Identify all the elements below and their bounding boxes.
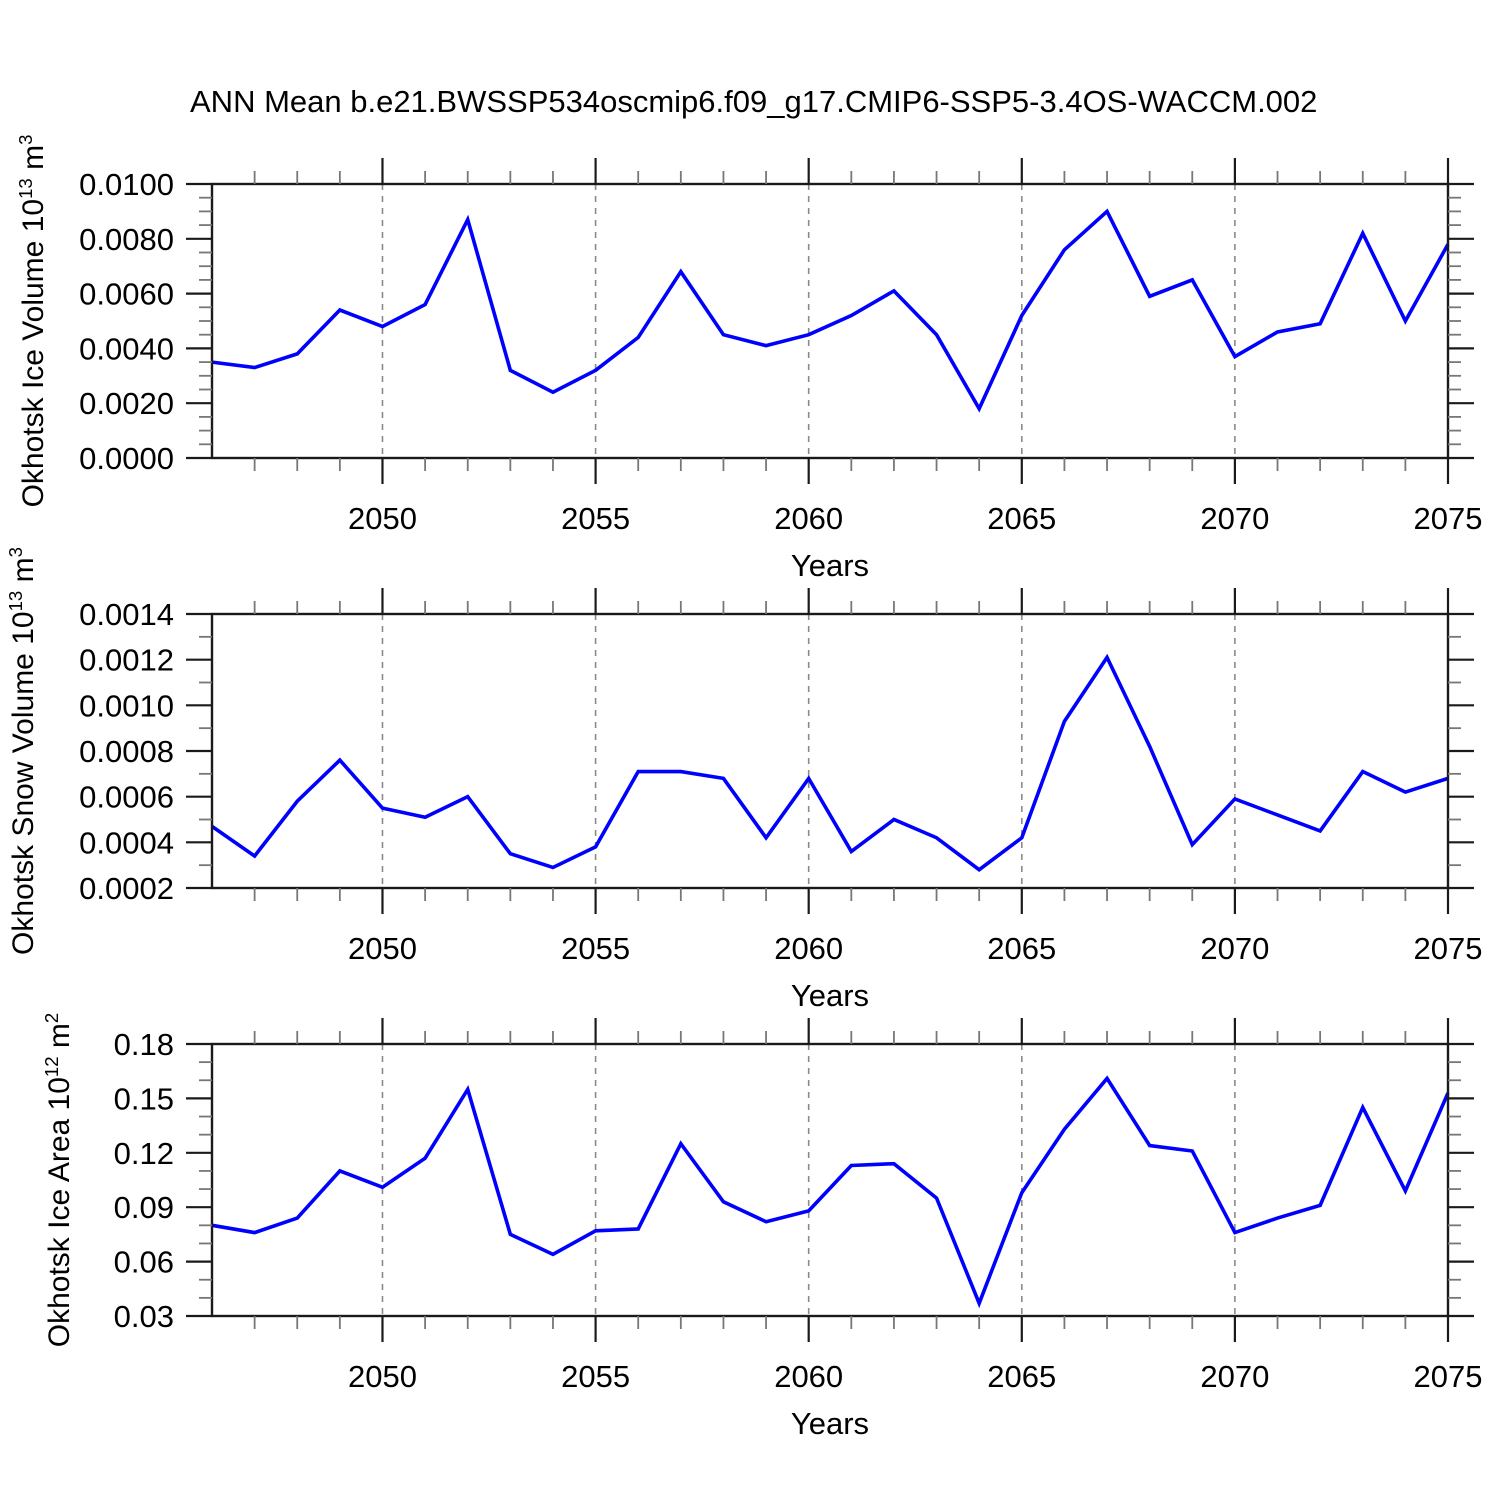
x-tick-label: 2060 (774, 501, 843, 536)
y-tick-label: 0.0080 (79, 222, 174, 257)
y-tick-label: 0.0100 (79, 167, 174, 202)
axis-frame (210, 182, 1450, 460)
x-tick-label: 2070 (1200, 501, 1269, 536)
x-tick-label: 2075 (1414, 501, 1483, 536)
panel-okhotsk-snow-volume: 2050 2055 2060 2065 2070 2075 Years 0.0002 0.000… (79, 588, 1482, 1013)
y-tick-label: 0.0060 (79, 277, 174, 312)
data-line-okhotsk-ice-volume (211, 208, 1450, 413)
chart-title: ANN Mean b.e21.BWSSP534oscmip6.f09_g17.C… (190, 84, 1318, 119)
data-line-okhotsk-ice-area (211, 1075, 1450, 1309)
x-tick-label: 2075 (1414, 931, 1483, 966)
x-axis-label: Years (791, 978, 869, 1013)
y-tick-label: 0.0008 (79, 734, 174, 769)
x-axis-label: Years (791, 548, 869, 583)
y-tick-label: 0.0010 (79, 688, 174, 723)
x-tick-label: 2065 (987, 931, 1056, 966)
y-tick-label: 0.0000 (79, 441, 174, 476)
x-tick-label: 2065 (987, 501, 1056, 536)
panel-okhotsk-ice-volume: 2050 2055 2060 2065 2070 2075 Years 0.0000 0.002… (79, 158, 1482, 583)
data-line-okhotsk-snow-volume (210, 653, 1449, 872)
x-tick-label: 2065 (987, 1359, 1056, 1394)
y-tick-label: 0.12 (114, 1136, 174, 1171)
y-tick-label: 0.18 (114, 1027, 174, 1062)
y-tick-label: 0.09 (114, 1190, 174, 1225)
y-tick-label: 0.0020 (79, 386, 174, 421)
x-axis-label: Years (791, 1406, 869, 1441)
x-tick-label: 2060 (774, 931, 843, 966)
panel-okhotsk-ice-area: 2050 2055 2060 2065 2070 2075 Years 0.03 0.06 0.0… (114, 1018, 1483, 1441)
x-tick-label: 2055 (561, 931, 630, 966)
y-tick-label: 0.06 (114, 1245, 174, 1280)
axis-frame (210, 612, 1450, 890)
x-tick-label: 2055 (561, 501, 630, 536)
x-tick-label: 2050 (348, 931, 417, 966)
y-tick-label: 0.0012 (79, 643, 174, 678)
x-tick-label: 2070 (1200, 931, 1269, 966)
y-tick-label: 0.0004 (79, 825, 174, 860)
axis-frame (210, 1042, 1450, 1318)
y-tick-label: 0.0040 (79, 331, 174, 366)
x-tick-label: 2070 (1200, 1359, 1269, 1394)
x-tick-label: 2060 (774, 1359, 843, 1394)
x-tick-label: 2055 (561, 1359, 630, 1394)
y-tick-label: 0.15 (114, 1081, 174, 1116)
y-tick-label: 0.0006 (79, 780, 174, 815)
y-tick-label: 0.03 (114, 1299, 174, 1334)
x-tick-label: 2050 (348, 1359, 417, 1394)
x-tick-label: 2050 (348, 501, 417, 536)
y-tick-label: 0.0014 (79, 597, 174, 632)
y-tick-label: 0.0002 (79, 871, 174, 906)
x-tick-label: 2075 (1414, 1359, 1483, 1394)
